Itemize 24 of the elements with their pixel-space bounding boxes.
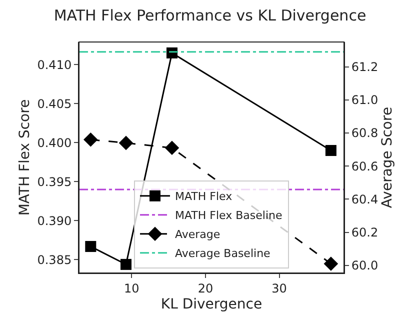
y2-tick-label: 60.4: [351, 192, 378, 206]
y2-tick-label: 60.6: [351, 159, 378, 174]
y2-tick-label: 60.2: [351, 225, 378, 240]
y2-axis-title: Average Score: [379, 106, 396, 208]
y2-tick-label: 60.0: [351, 258, 378, 273]
legend-label: MATH Flex Baseline: [175, 209, 282, 222]
y2-tick-label: 61.2: [351, 60, 378, 74]
y-tick-label: 0.385: [37, 252, 72, 267]
y-tick-label: 0.395: [37, 174, 72, 189]
chart-title: MATH Flex Performance vs KL Divergence: [54, 6, 366, 24]
legend-label: Average Baseline: [175, 247, 271, 260]
y-tick-label: 0.390: [37, 214, 72, 228]
legend-label: Average: [175, 228, 220, 242]
x-tick-label: 30: [272, 281, 287, 296]
y-tick-label: 0.410: [37, 58, 72, 72]
y-tick-label: 0.400: [37, 136, 72, 150]
x-axis-title: KL Divergence: [160, 296, 262, 313]
x-tick-label: 10: [124, 281, 140, 296]
y-tick-label: 0.405: [37, 96, 72, 111]
x-tick-label: 20: [198, 281, 214, 296]
y2-tick-label: 61.0: [351, 93, 378, 108]
legend-label: MATH Flex: [175, 190, 233, 204]
y2-tick-label: 60.8: [351, 126, 378, 140]
y-axis-title: MATH Flex Score: [16, 99, 33, 216]
